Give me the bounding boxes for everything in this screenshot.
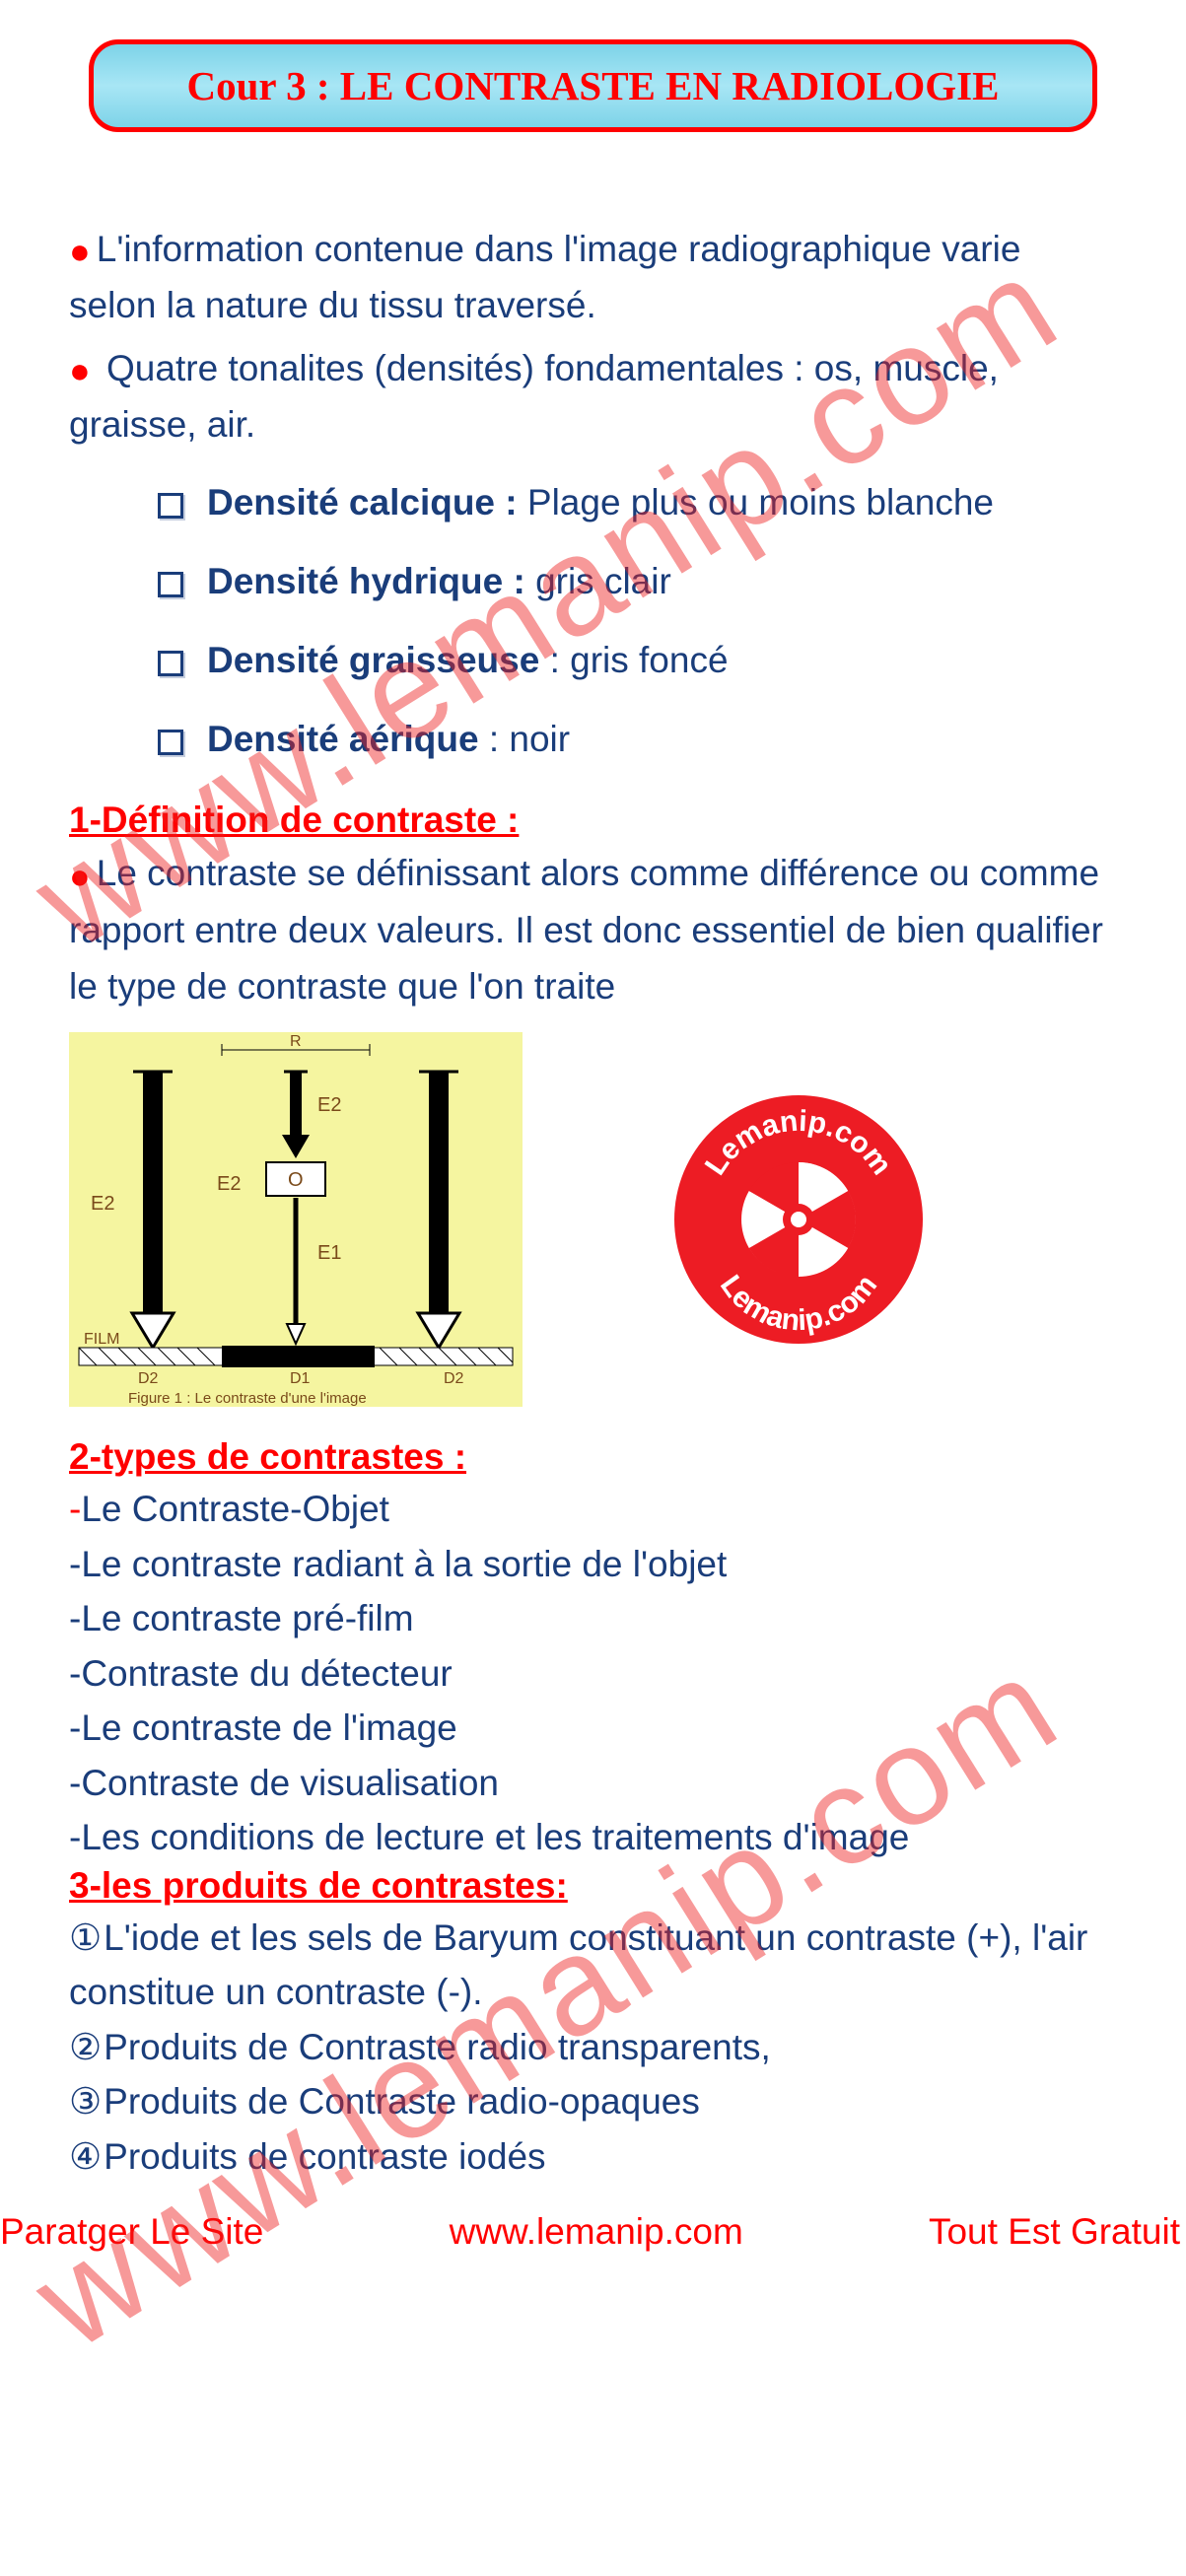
list-item: -Les conditions de lecture et les traite… (69, 1810, 1117, 1865)
section-3-heading: 3-les produits de contrastes: (69, 1865, 1117, 1907)
intro-line-2: ● Quatre tonalites (densités) fondamenta… (69, 340, 1117, 453)
label-e2-left: E2 (91, 1193, 114, 1215)
density-text: Densité hydrique : gris clair (207, 561, 671, 602)
label-e1: E1 (317, 1242, 341, 1264)
label-d1: D1 (290, 1370, 311, 1387)
figure-row: R E2 E2 O E2 E1 (69, 1032, 1117, 1407)
checkbox-icon (158, 730, 183, 755)
density-item: Densité graisseuse : gris foncé (158, 640, 1117, 681)
page-footer: Paratger Le Site www.lemanip.com Tout Es… (0, 2203, 1186, 2259)
list-item: ④Produits de contraste iodés (69, 2129, 1117, 2185)
section-1-heading: 1-Définition de contraste : (69, 800, 1117, 841)
label-r: R (290, 1033, 302, 1050)
document-page: www.lemanip.com www.lemanip.com Cour 3 :… (0, 0, 1186, 2203)
footer-right: Tout Est Gratuit (929, 2211, 1180, 2253)
checkbox-icon (158, 651, 183, 676)
list-item: -Contraste de visualisation (69, 1756, 1117, 1811)
label-d2-left: D2 (138, 1370, 159, 1387)
checkbox-icon (158, 493, 183, 519)
checkbox-icon (158, 572, 183, 597)
section-1-text: ●Le contraste se définissant alors comme… (69, 845, 1117, 1014)
circled-number-icon: ② (69, 2020, 102, 2075)
density-item: Densité aérique : noir (158, 719, 1117, 760)
list-item: -Le contraste pré-film (69, 1591, 1117, 1646)
list-item: -Le contraste de l'image (69, 1701, 1117, 1756)
list-item: -Le contraste radiant à la sortie de l'o… (69, 1537, 1117, 1592)
label-e2-mid: E2 (217, 1173, 241, 1195)
density-text: Densité aérique : noir (207, 719, 570, 760)
footer-left: Paratger Le Site (0, 2211, 263, 2253)
label-film: FILM (84, 1331, 119, 1348)
label-e2-top: E2 (317, 1094, 341, 1116)
intro-block: ●L'information contenue dans l'image rad… (69, 221, 1117, 453)
bullet-icon: ● (69, 859, 91, 894)
intro-text-2: Quatre tonalites (densités) fondamentale… (69, 348, 999, 445)
density-text: Densité calcique : Plage plus ou moins b… (207, 482, 994, 523)
footer-center: www.lemanip.com (450, 2211, 743, 2253)
title-box: Cour 3 : LE CONTRASTE EN RADIOLOGIE (89, 39, 1097, 132)
list-item: -Le Contraste-Objet (69, 1482, 1117, 1537)
types-list: -Le Contraste-Objet -Le contraste radian… (69, 1482, 1117, 1865)
contrast-diagram: R E2 E2 O E2 E1 (69, 1032, 523, 1407)
density-item: Densité calcique : Plage plus ou moins b… (158, 482, 1117, 523)
list-item: ①L'iode et les sels de Baryum constituan… (69, 1911, 1117, 2020)
section-2-heading: 2-types de contrastes : (69, 1436, 1117, 1478)
density-item: Densité hydrique : gris clair (158, 561, 1117, 602)
bullet-icon: ● (69, 234, 91, 269)
density-list: Densité calcique : Plage plus ou moins b… (158, 482, 1117, 760)
list-item: ②Produits de Contraste radio transparent… (69, 2020, 1117, 2075)
intro-text-1: L'information contenue dans l'image radi… (69, 229, 1020, 325)
lemanip-logo: Lemanip.com Lemanip.com (670, 1091, 927, 1348)
list-item: -Contraste du détecteur (69, 1646, 1117, 1702)
label-o: O (288, 1169, 304, 1191)
density-text: Densité graisseuse : gris foncé (207, 640, 729, 681)
bullet-icon: ● (69, 353, 91, 388)
figure-caption: Figure 1 : Le contraste d'une l'image (128, 1390, 367, 1407)
list-item: ③Produits de Contraste radio-opaques (69, 2074, 1117, 2129)
label-d2-right: D2 (444, 1370, 464, 1387)
circled-number-icon: ① (69, 1911, 102, 1966)
circled-number-icon: ③ (69, 2074, 102, 2129)
page-title: Cour 3 : LE CONTRASTE EN RADIOLOGIE (187, 63, 1000, 108)
circled-number-icon: ④ (69, 2129, 102, 2185)
intro-line-1: ●L'information contenue dans l'image rad… (69, 221, 1117, 334)
products-list: ①L'iode et les sels de Baryum constituan… (69, 1911, 1117, 2185)
